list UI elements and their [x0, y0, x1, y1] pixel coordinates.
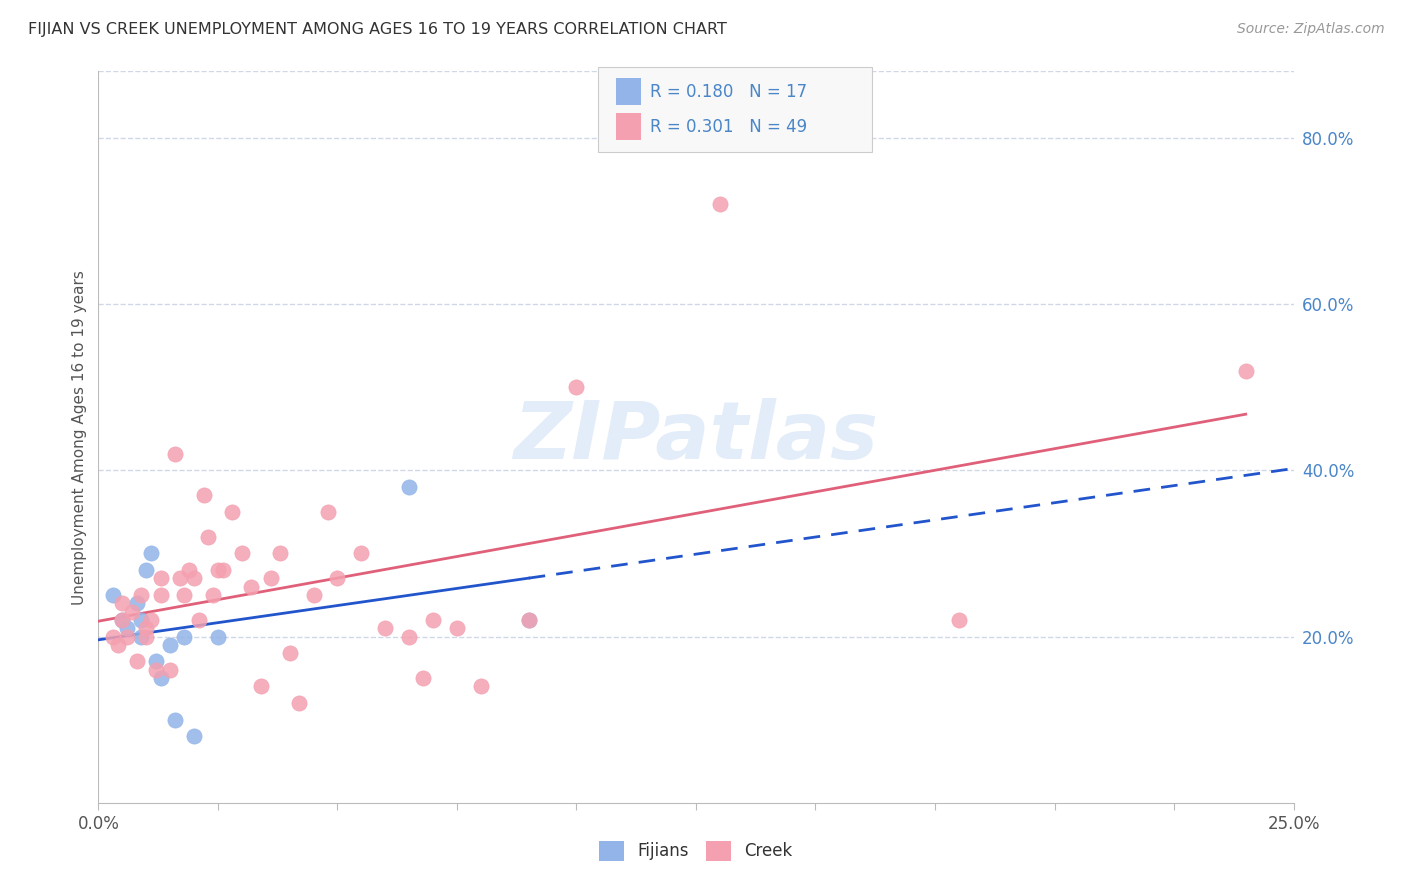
Point — [145, 655, 167, 669]
Point — [240, 580, 263, 594]
Point — [302, 588, 325, 602]
Text: R = 0.301   N = 49: R = 0.301 N = 49 — [650, 118, 807, 136]
Y-axis label: Unemployment Among Ages 16 to 19 years: Unemployment Among Ages 16 to 19 years — [72, 269, 87, 605]
Point — [326, 571, 349, 585]
Point — [193, 488, 215, 502]
Point — [422, 613, 444, 627]
Point — [470, 680, 492, 694]
Point — [163, 713, 186, 727]
Point — [948, 613, 970, 627]
Point — [250, 680, 273, 694]
Point — [107, 638, 129, 652]
Point — [169, 571, 191, 585]
Point — [139, 546, 162, 560]
Point — [131, 588, 153, 602]
Point — [101, 630, 124, 644]
Point — [131, 630, 153, 644]
Point — [278, 646, 301, 660]
Point — [179, 563, 201, 577]
Point — [412, 671, 434, 685]
Text: ZIPatlas: ZIPatlas — [513, 398, 879, 476]
Point — [207, 563, 229, 577]
Point — [259, 571, 281, 585]
Text: Source: ZipAtlas.com: Source: ZipAtlas.com — [1237, 22, 1385, 37]
Point — [565, 380, 588, 394]
Point — [709, 197, 731, 211]
Point — [374, 621, 396, 635]
Point — [163, 447, 186, 461]
Point — [517, 613, 540, 627]
Point — [207, 630, 229, 644]
Point — [183, 571, 205, 585]
Point — [231, 546, 253, 560]
Legend: Fijians, Creek: Fijians, Creek — [593, 834, 799, 868]
Point — [115, 621, 138, 635]
Point — [398, 630, 420, 644]
Point — [149, 571, 172, 585]
Point — [173, 588, 195, 602]
Point — [221, 505, 243, 519]
Text: FIJIAN VS CREEK UNEMPLOYMENT AMONG AGES 16 TO 19 YEARS CORRELATION CHART: FIJIAN VS CREEK UNEMPLOYMENT AMONG AGES … — [28, 22, 727, 37]
Point — [135, 621, 157, 635]
Point — [111, 613, 134, 627]
Point — [159, 638, 181, 652]
Point — [187, 613, 209, 627]
Point — [517, 613, 540, 627]
Point — [446, 621, 468, 635]
Point — [139, 613, 162, 627]
Point — [288, 696, 311, 710]
Point — [159, 663, 181, 677]
Point — [316, 505, 339, 519]
Point — [125, 655, 148, 669]
Point — [121, 605, 143, 619]
Point — [135, 563, 157, 577]
Point — [173, 630, 195, 644]
Point — [183, 729, 205, 743]
Point — [101, 588, 124, 602]
Point — [135, 630, 157, 644]
Point — [1234, 363, 1257, 377]
Text: R = 0.180   N = 17: R = 0.180 N = 17 — [650, 83, 807, 101]
Point — [145, 663, 167, 677]
Point — [125, 596, 148, 610]
Point — [131, 613, 153, 627]
Point — [149, 671, 172, 685]
Point — [197, 530, 219, 544]
Point — [111, 596, 134, 610]
Point — [211, 563, 233, 577]
Point — [269, 546, 291, 560]
Point — [350, 546, 373, 560]
Point — [398, 480, 420, 494]
Point — [202, 588, 225, 602]
Point — [115, 630, 138, 644]
Point — [111, 613, 134, 627]
Point — [149, 588, 172, 602]
